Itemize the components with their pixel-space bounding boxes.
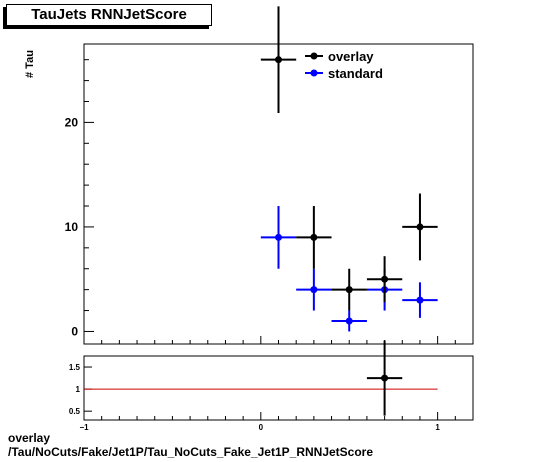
standard-point [331, 310, 367, 332]
overlay-point [331, 268, 367, 311]
main-y-tick-label: 10 [65, 220, 79, 234]
standard-point [296, 268, 332, 311]
ratio-frame-rect [83, 355, 474, 421]
overlay-marker [275, 56, 282, 64]
footer-line-2: /Tau/NoCuts/Fake/Jet1P/Tau_NoCuts_Fake_J… [8, 445, 374, 459]
overlay-marker [310, 233, 318, 241]
main-y-tick-label: 0 [71, 324, 78, 338]
ratio-plot-frame [83, 355, 474, 421]
overlay-marker [381, 275, 389, 283]
legend-marker-standard [310, 69, 318, 77]
footer-line-1: overlay [8, 431, 51, 445]
overlay-marker [345, 286, 353, 294]
chart-title: TauJets RNNJetScore [31, 6, 187, 23]
ratio-x-tick-label: 0 [259, 423, 264, 432]
ratio-y-tick-label: 1 [76, 385, 81, 394]
standard-marker [310, 286, 318, 294]
legend-label-overlay: overlay [328, 49, 374, 64]
ratio-y-tick-label: 0.5 [69, 407, 81, 416]
overlay-point [366, 256, 403, 303]
ratio-marker [381, 374, 389, 382]
legend-label-standard: standard [328, 66, 383, 81]
chart-title-box: TauJets RNNJetScore [6, 4, 212, 26]
main-y-ticks: 0 10 20 [65, 59, 474, 344]
ratio-x-tick-label: 1 [435, 423, 440, 432]
standard-point [402, 282, 438, 318]
standard-marker [416, 296, 424, 304]
main-y-tick-label: 20 [65, 115, 79, 129]
overlay-marker [416, 223, 424, 231]
standard-point [260, 206, 297, 269]
ratio-y-tick-label: 1.5 [69, 363, 81, 372]
legend-marker-overlay [310, 52, 318, 60]
ratio-point [366, 340, 403, 416]
legend: overlay standard [305, 49, 383, 81]
main-series-layer [260, 6, 438, 332]
standard-marker [345, 317, 353, 325]
ratio-x-tick-label: −1 [79, 423, 89, 432]
standard-marker [275, 233, 282, 241]
ratio-ticks: 0.5 1 1.5 −1 0 1 [69, 363, 474, 432]
overlay-point [260, 6, 297, 113]
overlay-point [402, 193, 438, 261]
overlay-point [296, 206, 332, 269]
ratio-series-layer [84, 340, 438, 416]
